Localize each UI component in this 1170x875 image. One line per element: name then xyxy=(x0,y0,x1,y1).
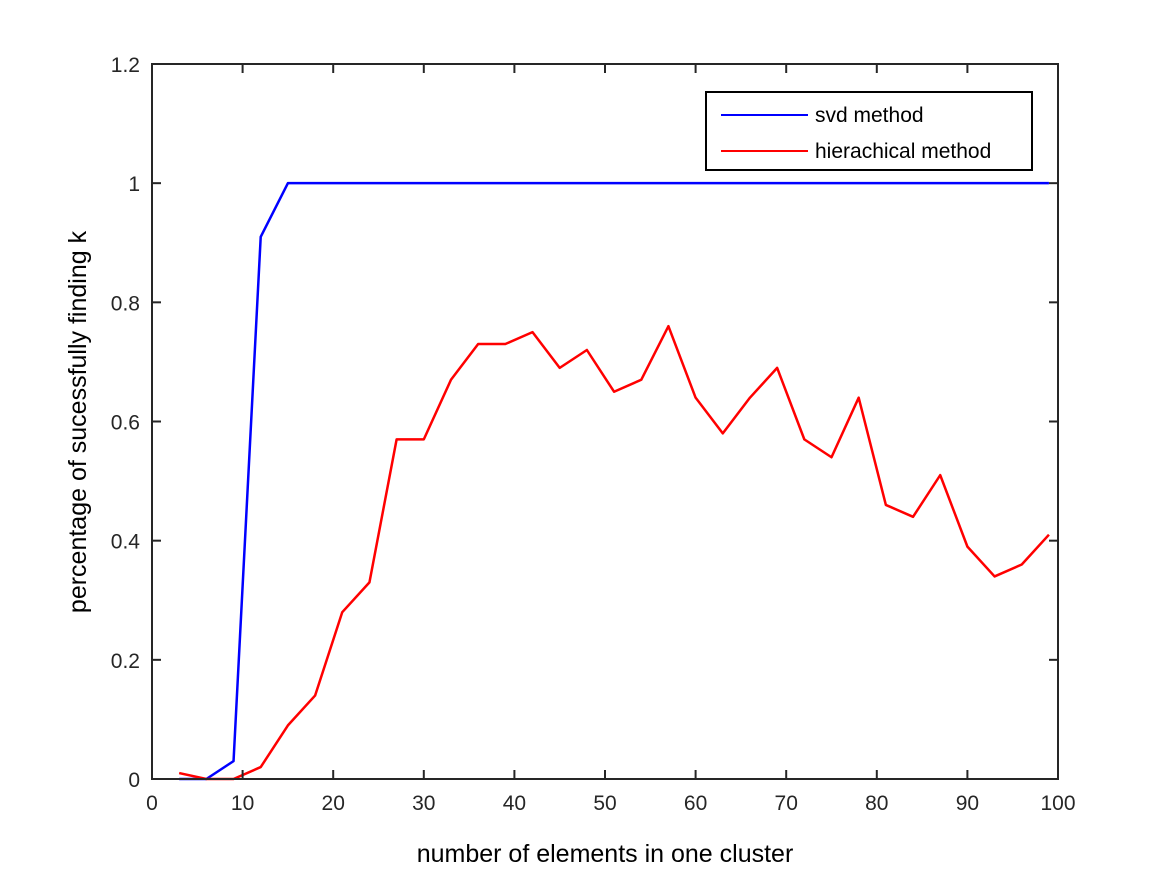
x-tick-label: 90 xyxy=(956,792,979,815)
y-tick-label: 0.8 xyxy=(111,292,140,315)
x-tick-label: 60 xyxy=(684,792,707,815)
x-tick-label: 50 xyxy=(593,792,616,815)
y-tick-label: 0 xyxy=(128,769,140,792)
axes-layer xyxy=(151,63,1059,780)
x-tick-label: 80 xyxy=(865,792,888,815)
x-axis-label: number of elements in one cluster xyxy=(417,840,794,868)
y-tick-label: 1.2 xyxy=(111,54,140,77)
x-tick-label: 0 xyxy=(146,792,158,815)
y-axis-label: percentage of sucessfully finding k xyxy=(64,230,92,613)
y-tick-label: 0.2 xyxy=(111,650,140,673)
y-tick-label: 0.4 xyxy=(111,531,141,554)
x-tick-label: 10 xyxy=(231,792,254,815)
legend-label-hierachical-method: hierachical method xyxy=(815,140,991,163)
series-line-svd-method xyxy=(179,181,1049,781)
tick-labels-layer: 0 10 20 30 40 50 60 70 80 90 100 0 0.2 0.4 0.6 0.8 1 1.2 xyxy=(111,54,1076,815)
x-tick-label: 20 xyxy=(322,792,345,815)
legend-box xyxy=(705,91,1033,171)
series-layer xyxy=(178,181,1050,781)
x-tick-label: 40 xyxy=(503,792,526,815)
y-tick-label: 1 xyxy=(128,173,140,196)
legend: svd method hierachical method xyxy=(705,91,1033,171)
legend-label-svd-method: svd method xyxy=(815,104,924,127)
x-tick-label: 30 xyxy=(412,792,435,815)
axes-box xyxy=(151,63,1059,780)
x-tick-label: 70 xyxy=(775,792,798,815)
series-line-hierachical-method xyxy=(178,324,1050,781)
y-tick-label: 0.6 xyxy=(111,412,140,435)
x-tick-label: 100 xyxy=(1040,792,1075,815)
